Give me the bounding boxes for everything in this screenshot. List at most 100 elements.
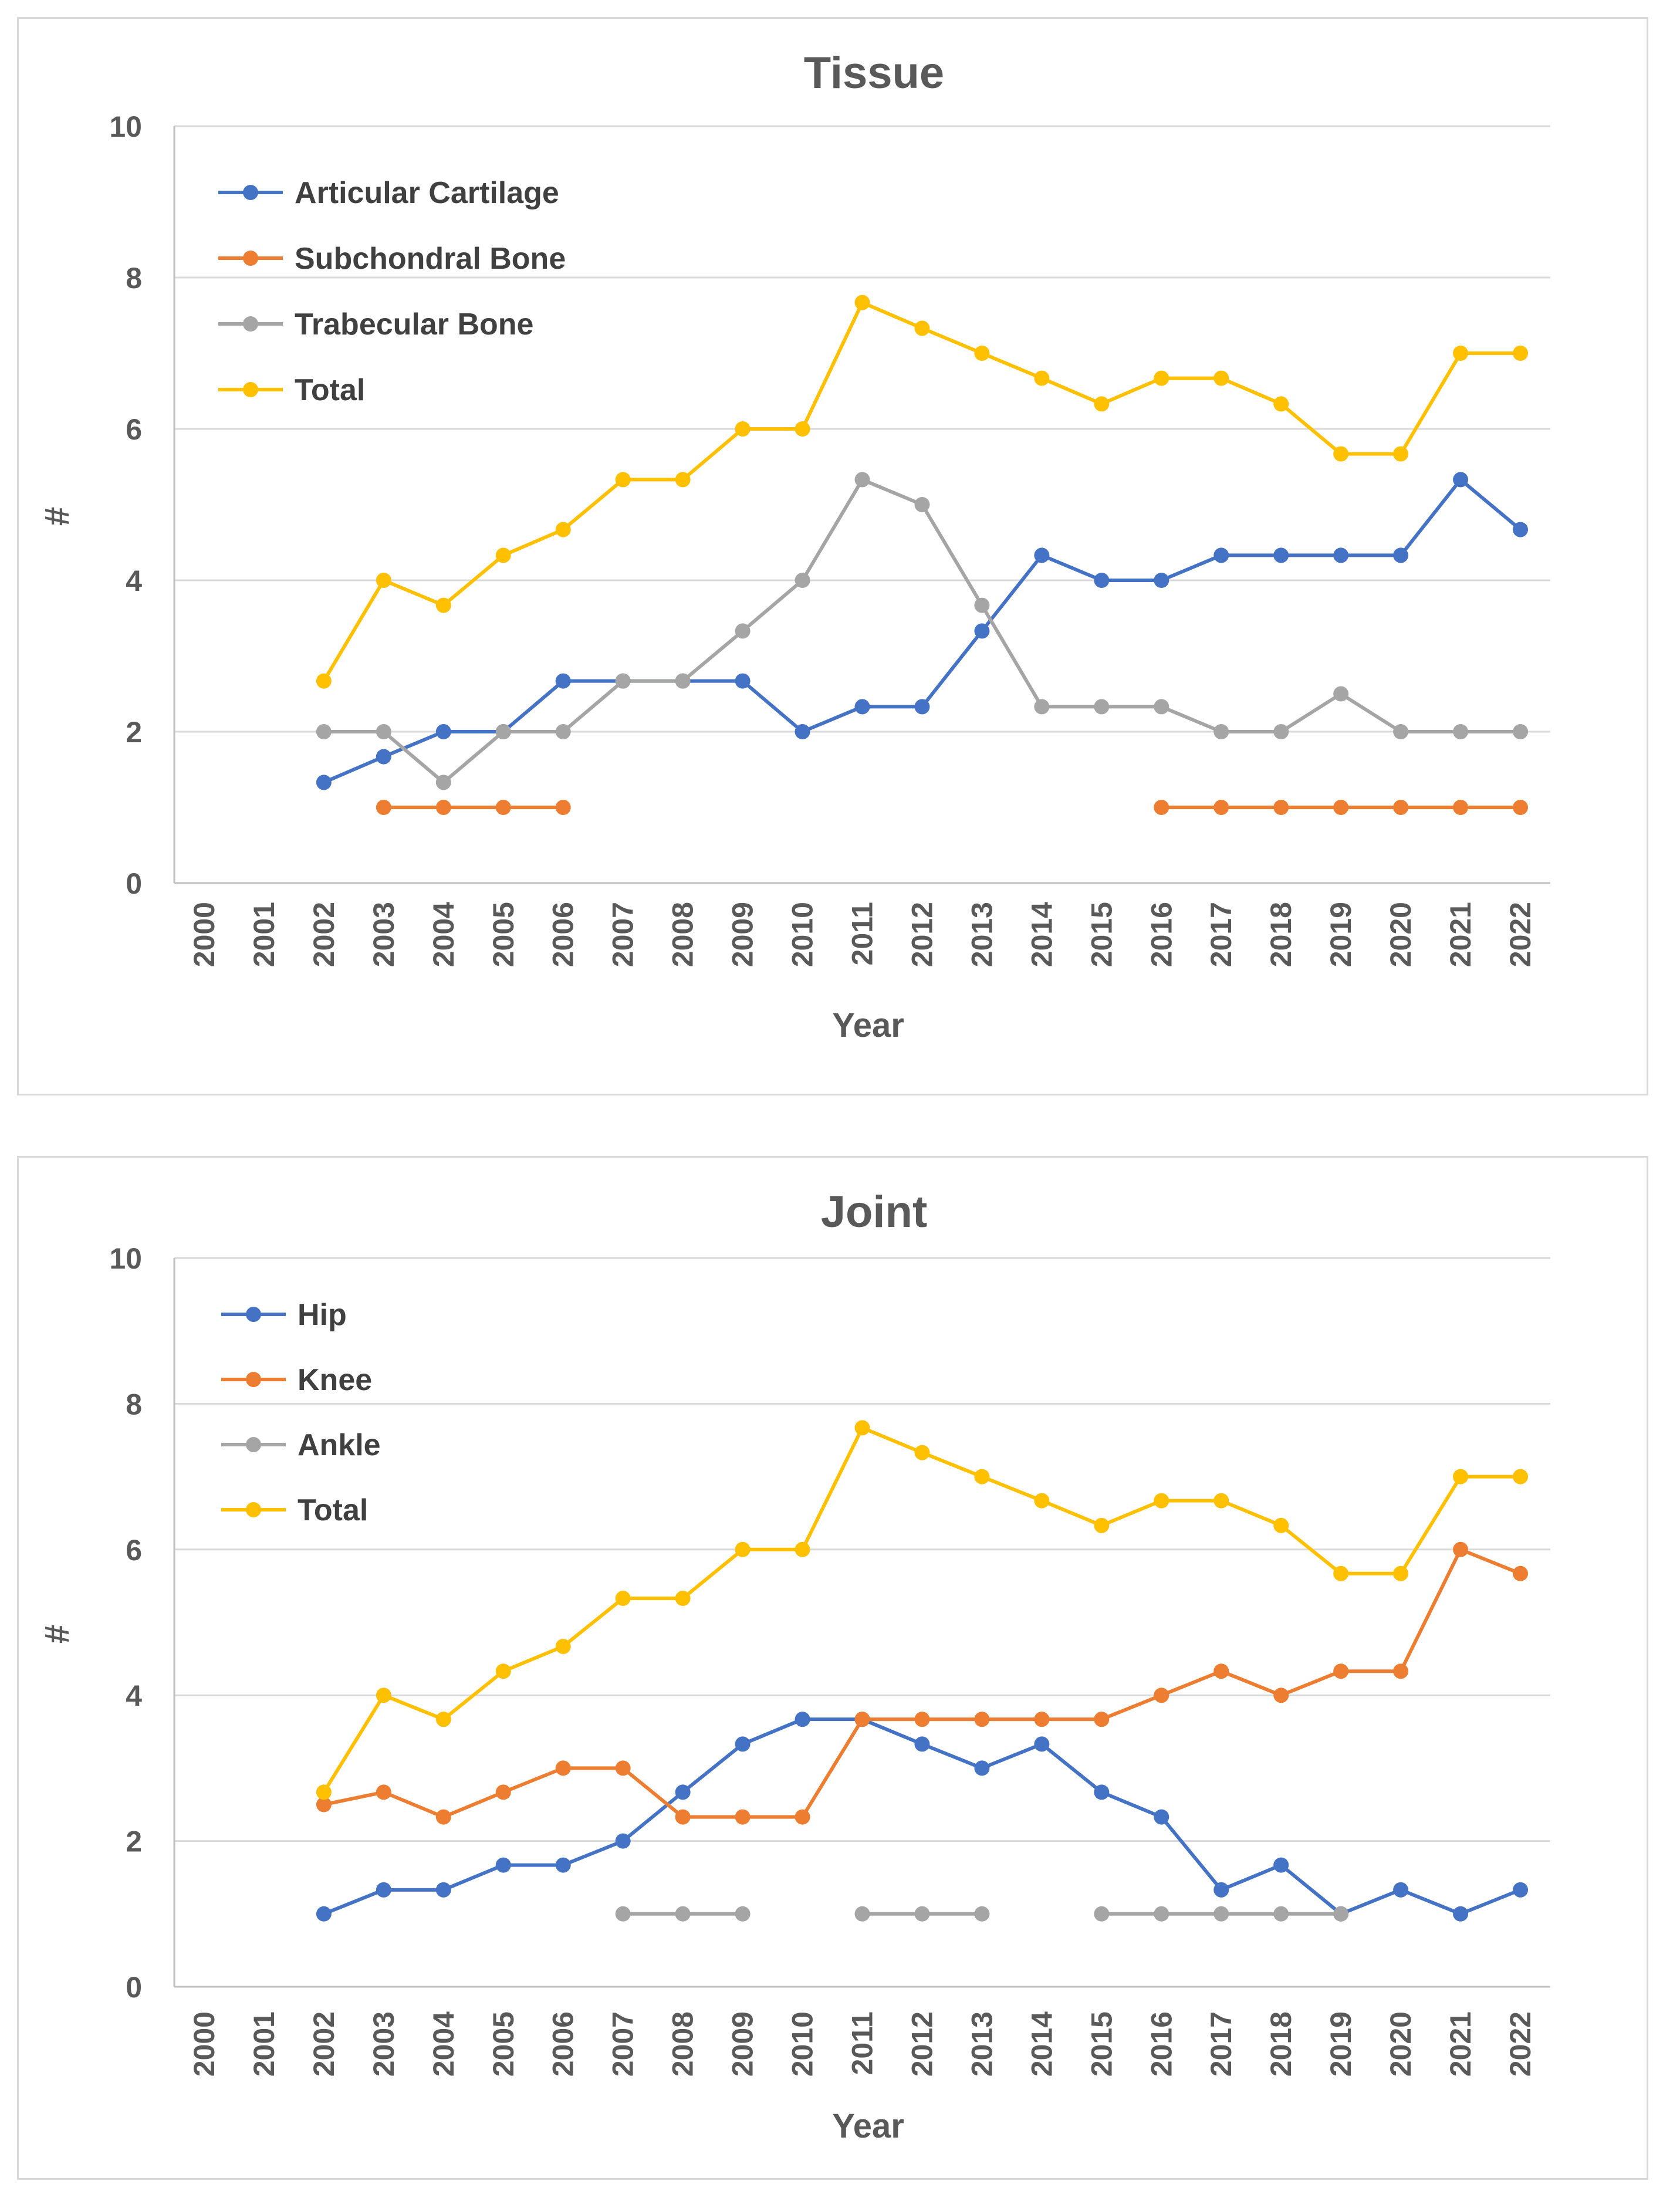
data-point xyxy=(1213,1663,1229,1679)
legend-item-ankle: Ankle xyxy=(221,1428,381,1462)
x-tick-label: 2006 xyxy=(547,902,580,967)
data-point xyxy=(795,573,810,588)
data-point xyxy=(435,775,451,790)
data-point xyxy=(1393,800,1409,815)
data-point xyxy=(1154,1809,1169,1825)
x-tick-label: 2006 xyxy=(547,2011,580,2077)
x-tick-label: 2016 xyxy=(1145,2011,1178,2077)
data-point xyxy=(1273,396,1289,412)
data-point xyxy=(735,421,751,437)
data-point xyxy=(495,1784,511,1800)
x-tick-label: 2003 xyxy=(367,902,400,967)
data-point xyxy=(1393,724,1409,739)
data-point xyxy=(1154,1688,1169,1703)
data-point xyxy=(615,1833,631,1849)
data-point xyxy=(376,1784,391,1800)
data-point xyxy=(316,724,332,739)
data-point xyxy=(1273,547,1289,563)
series-total xyxy=(316,1420,1529,1800)
data-point xyxy=(1453,1469,1469,1485)
series-subchondral-bone xyxy=(376,800,1529,815)
data-point xyxy=(854,1906,870,1922)
data-point xyxy=(555,1857,571,1873)
data-point xyxy=(914,1736,930,1752)
series-articular-cartilage xyxy=(316,472,1529,790)
x-tick-label: 2020 xyxy=(1384,902,1417,967)
data-point xyxy=(495,1857,511,1873)
x-tick-label: 2004 xyxy=(427,902,460,967)
x-tick-label: 2003 xyxy=(367,2011,400,2077)
data-point xyxy=(1393,1882,1409,1898)
x-tick-label: 2019 xyxy=(1324,902,1357,967)
data-point xyxy=(1154,699,1169,715)
y-axis-label: # xyxy=(38,1625,76,1644)
series-hip xyxy=(316,1712,1529,1922)
joint-chart: Joint 0 2 4 6 8 10 2000 2001 2002 2003 2004 2005 2006… xyxy=(38,1187,1550,2145)
data-point xyxy=(495,800,511,815)
data-point xyxy=(1094,1712,1110,1727)
data-point xyxy=(1034,699,1050,715)
data-point xyxy=(316,1906,332,1922)
data-point xyxy=(1094,573,1110,588)
data-point xyxy=(1453,800,1469,815)
data-point xyxy=(1513,1469,1529,1485)
data-point xyxy=(675,472,691,488)
data-point xyxy=(735,1809,751,1825)
data-point xyxy=(1393,1663,1409,1679)
x-tick-label: 2007 xyxy=(607,2011,640,2077)
data-point xyxy=(1213,724,1229,739)
legend-item-total: Total xyxy=(221,1493,368,1527)
x-tick-label: 2008 xyxy=(667,902,699,967)
data-point xyxy=(1213,547,1229,563)
legend-swatch-marker xyxy=(243,251,258,266)
data-point xyxy=(854,295,870,310)
x-tick-label: 2012 xyxy=(905,2011,938,2077)
legend-item-trabecular-bone: Trabecular Bone xyxy=(218,307,533,341)
data-point xyxy=(1393,446,1409,462)
data-point xyxy=(495,1663,511,1679)
legend-item-subchondral-bone: Subchondral Bone xyxy=(218,242,566,276)
x-tick-label: 2004 xyxy=(427,2011,460,2077)
legend-item-hip: Hip xyxy=(221,1298,347,1332)
data-point xyxy=(615,1591,631,1607)
data-point xyxy=(1154,800,1169,815)
legend-swatch-marker xyxy=(243,382,258,397)
y-tick-label: 8 xyxy=(126,1388,142,1421)
data-point xyxy=(854,472,870,488)
data-point xyxy=(914,1712,930,1727)
data-point xyxy=(1154,1493,1169,1509)
x-tick-label: 2018 xyxy=(1265,2011,1297,2077)
data-point xyxy=(615,472,631,488)
x-tick-label: 2005 xyxy=(487,902,520,967)
x-tick-label: 2010 xyxy=(786,902,819,967)
series-trabecular-bone xyxy=(316,472,1529,790)
data-point xyxy=(615,1760,631,1776)
data-point xyxy=(1453,472,1469,488)
y-tick-label: 6 xyxy=(126,413,142,446)
x-tick-label: 2008 xyxy=(667,2011,699,2077)
data-point xyxy=(376,724,391,739)
legend-label: Hip xyxy=(298,1298,347,1332)
data-point xyxy=(1154,573,1169,588)
data-point xyxy=(1273,1688,1289,1703)
data-point xyxy=(974,623,990,639)
legend-label: Knee xyxy=(298,1363,372,1397)
x-tick-label: 2000 xyxy=(188,2011,221,2077)
data-point xyxy=(914,320,930,336)
data-point xyxy=(974,1712,990,1727)
data-point xyxy=(1453,1541,1469,1557)
data-point xyxy=(1453,346,1469,361)
legend-item-total: Total xyxy=(218,373,365,407)
data-point xyxy=(1333,547,1349,563)
data-point xyxy=(1273,724,1289,739)
data-point xyxy=(1034,1712,1050,1727)
data-point xyxy=(316,673,332,689)
legend-label: Trabecular Bone xyxy=(295,307,533,341)
tissue-chart-panel: Tissue 0 2 4 6 8 10 2000 2001 2002 2003 2004 2005 200… xyxy=(17,17,1648,1095)
x-tick-label: 2014 xyxy=(1025,902,1058,967)
data-point xyxy=(435,1809,451,1825)
data-point xyxy=(1333,1906,1349,1922)
x-tick-label: 2005 xyxy=(487,2011,520,2077)
data-point xyxy=(1333,686,1349,702)
y-tick-label: 4 xyxy=(126,1679,142,1712)
